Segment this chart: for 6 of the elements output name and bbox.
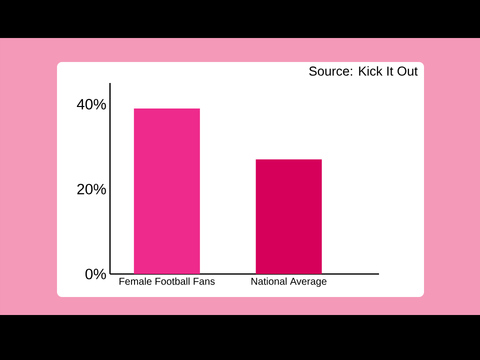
y-tick-label: 0% <box>85 268 106 280</box>
source-note: Source: Kick It Out <box>309 66 418 76</box>
y-tick-label: 20% <box>77 184 106 194</box>
x-tick-label: National Average <box>252 278 326 287</box>
y-tick-label: 40% <box>76 98 106 110</box>
x-tick-label: Female Football Fans <box>120 278 215 285</box>
